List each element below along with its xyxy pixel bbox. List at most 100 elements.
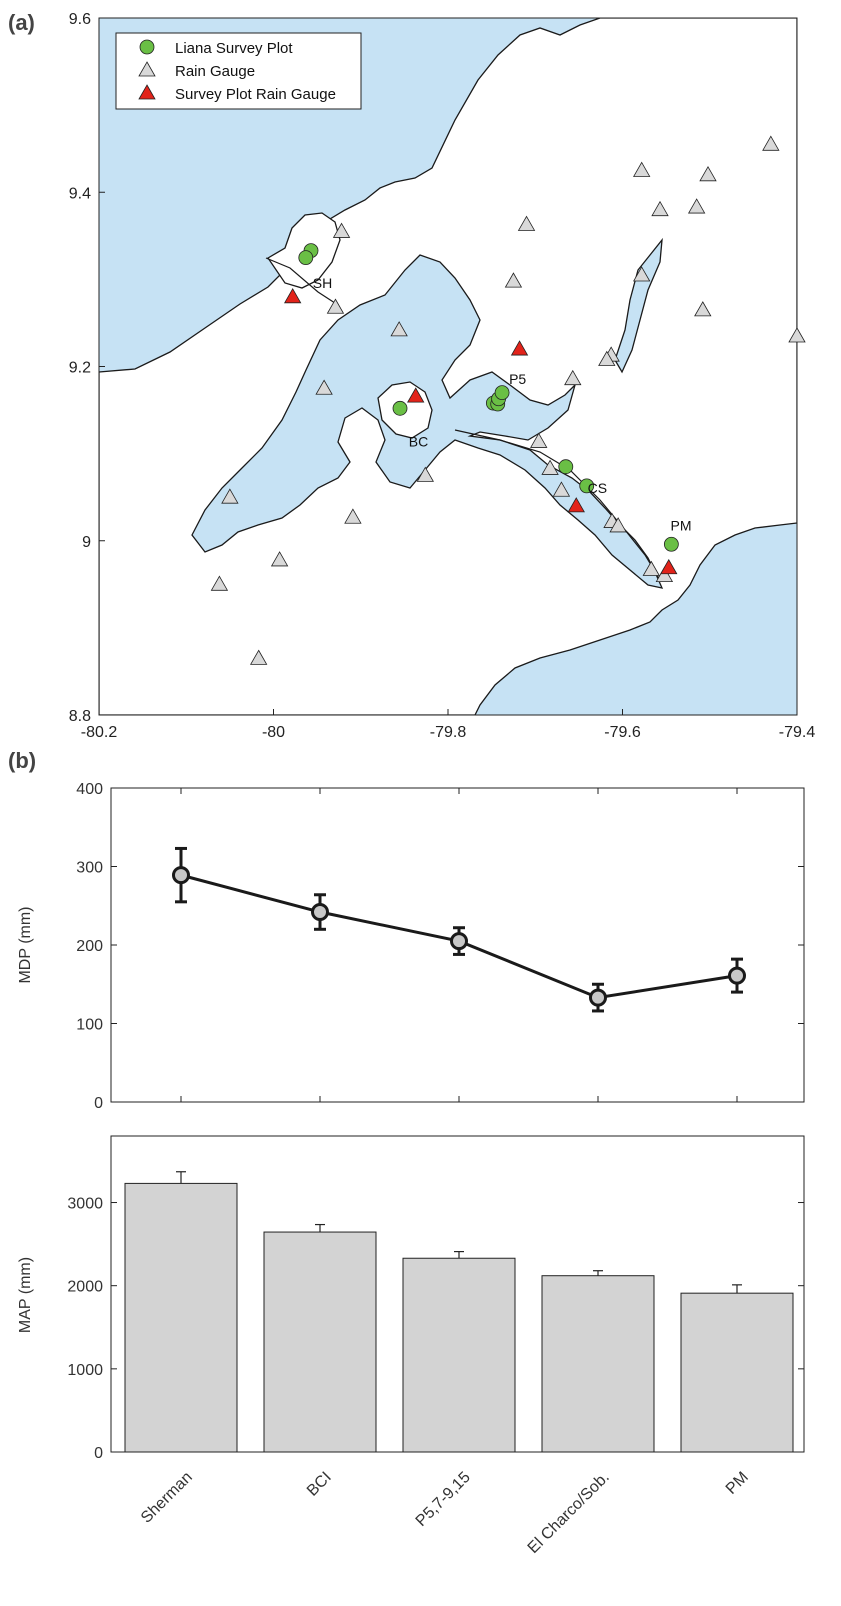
map-bar-ytick-label: 0	[94, 1445, 103, 1462]
rain-gauge-marker	[517, 215, 536, 231]
liana-plot-marker	[298, 250, 314, 265]
rain-gauge-marker	[564, 369, 582, 386]
map-xtick-label: -80.2	[81, 724, 118, 741]
mdp-point	[589, 988, 607, 1007]
legend-liana-label: Liana Survey Plot	[175, 40, 293, 57]
mdp-ytick-label: 400	[76, 781, 103, 798]
map-xtick-label: -79.8	[430, 724, 467, 741]
map-bar	[541, 1275, 655, 1453]
map-bar-axis: 0 1000 2000 3000	[67, 1196, 804, 1462]
site-label: PM	[670, 517, 691, 533]
map-bar-marks	[124, 1171, 794, 1453]
plot-rain-gauge-marker	[510, 340, 529, 356]
mdp-chart: MDP (mm) 0 100 200 300 400	[17, 781, 805, 1112]
rain-gauge-marker	[642, 560, 660, 576]
rain-gauge-marker	[633, 266, 651, 282]
rain-gauge-marker	[699, 166, 717, 182]
map-axis-ticks: -80.2 -80 -79.8 -79.6 -79.4 8.8 9 9.2 9.4 9.6	[69, 11, 816, 741]
rain-gauge-marker	[541, 459, 559, 475]
rain-gauge-marker	[504, 272, 523, 288]
map-bar-ytick-label: 1000	[67, 1362, 103, 1379]
map-markers	[210, 135, 806, 665]
site-label: CS	[588, 480, 607, 496]
rain-gauge-marker	[315, 379, 333, 395]
mdp-axis: 0 100 200 300 400	[76, 781, 804, 1112]
rain-gauge-marker	[221, 488, 239, 504]
mdp-point	[728, 966, 746, 985]
rain-gauge-marker	[633, 161, 651, 177]
map-legend: Liana Survey Plot Rain Gauge Survey Plot…	[115, 32, 362, 110]
mdp-point	[311, 903, 329, 922]
map-xtick-label: -79.4	[779, 724, 816, 741]
mdp-point	[172, 866, 190, 885]
panel-b-label: (b)	[8, 748, 36, 773]
mdp-ylabel: MDP (mm)	[17, 906, 34, 983]
category-label: BCI	[304, 1469, 335, 1500]
map-ytick-label: 9.6	[69, 11, 91, 28]
mdp-ytick-label: 200	[76, 938, 103, 955]
map-xtick-label: -79.6	[604, 724, 641, 741]
map-bar	[680, 1292, 794, 1453]
legend-plot-gauge-label: Survey Plot Rain Gauge	[175, 86, 336, 103]
rain-gauge-marker	[552, 481, 571, 497]
rain-gauge-marker	[326, 298, 345, 314]
mdp-ytick-label: 0	[94, 1095, 103, 1112]
rain-gauge-marker	[530, 432, 548, 448]
liana-plot-marker	[392, 400, 408, 416]
rain-gauge-marker	[210, 575, 229, 591]
map-xtick-label: -80	[262, 724, 285, 741]
site-label: SH	[313, 275, 332, 291]
rain-gauge-marker	[609, 517, 627, 533]
site-label: BC	[409, 434, 428, 450]
map-ytick-label: 9.4	[69, 185, 91, 202]
rain-gauge-marker	[655, 566, 674, 582]
mdp-ytick-label: 300	[76, 860, 103, 877]
legend-gauge-label: Rain Gauge	[175, 63, 255, 80]
liana-plot-marker	[663, 536, 679, 552]
mdp-ytick-label: 100	[76, 1017, 103, 1034]
site-labels: SH P5 BC CS PM	[313, 275, 692, 533]
rain-gauge-marker	[788, 327, 806, 343]
legend-plot-gauge-marker	[138, 84, 156, 100]
rain-gauge-marker	[344, 508, 362, 524]
liana-plot-marker	[494, 385, 510, 401]
rain-gauge-marker	[598, 350, 616, 366]
map-chart: MAP (mm) 0 1000 2000 3000 Sherman BCI P5,7-9,…	[17, 1135, 805, 1557]
rain-gauge-marker	[416, 466, 435, 482]
liana-plot-marker	[558, 459, 574, 475]
plot-rain-gauge-marker	[567, 497, 585, 513]
map-ytick-label: 9	[82, 534, 91, 551]
category-label: PM	[723, 1469, 752, 1498]
rain-gauge-marker	[332, 222, 351, 238]
map-bar-ytick-label: 2000	[67, 1279, 103, 1296]
mdp-point	[450, 932, 468, 951]
map-bar	[124, 1182, 238, 1453]
map-ylabel: MAP (mm)	[17, 1257, 34, 1333]
rain-gauge-marker	[249, 649, 268, 665]
category-label: El Charco/Sob.	[525, 1469, 613, 1557]
map-panel: -80.2 -80 -79.8 -79.6 -79.4 8.8 9 9.2 9.4 9.6 SH P…	[69, 11, 816, 741]
site-label: P5	[509, 371, 526, 387]
panel-a-label: (a)	[8, 10, 35, 35]
map-bar	[402, 1257, 516, 1453]
category-label: P5,7-9,15	[413, 1469, 474, 1530]
plot-rain-gauge-marker	[284, 287, 302, 304]
rain-gauge-marker	[651, 200, 669, 217]
liana-plot-marker	[579, 478, 595, 494]
map-ytick-label: 9.2	[69, 360, 91, 377]
lake-arm-east	[614, 237, 663, 374]
category-label: Sherman	[138, 1469, 196, 1527]
legend-liana-marker	[139, 39, 155, 55]
rain-gauge-marker	[270, 551, 289, 567]
map-bar	[263, 1231, 377, 1453]
legend-gauge-marker	[138, 61, 156, 77]
legend-box	[115, 32, 362, 110]
plot-rain-gauge-marker	[660, 558, 678, 575]
rain-gauge-marker	[762, 135, 780, 151]
rain-gauge-marker	[390, 321, 408, 337]
category-labels: Sherman BCI P5,7-9,15 El Charco/Sob. PM	[138, 1469, 752, 1557]
map-ytick-label: 8.8	[69, 708, 91, 725]
mdp-marks	[172, 846, 746, 1013]
rain-gauge-marker	[687, 198, 706, 214]
